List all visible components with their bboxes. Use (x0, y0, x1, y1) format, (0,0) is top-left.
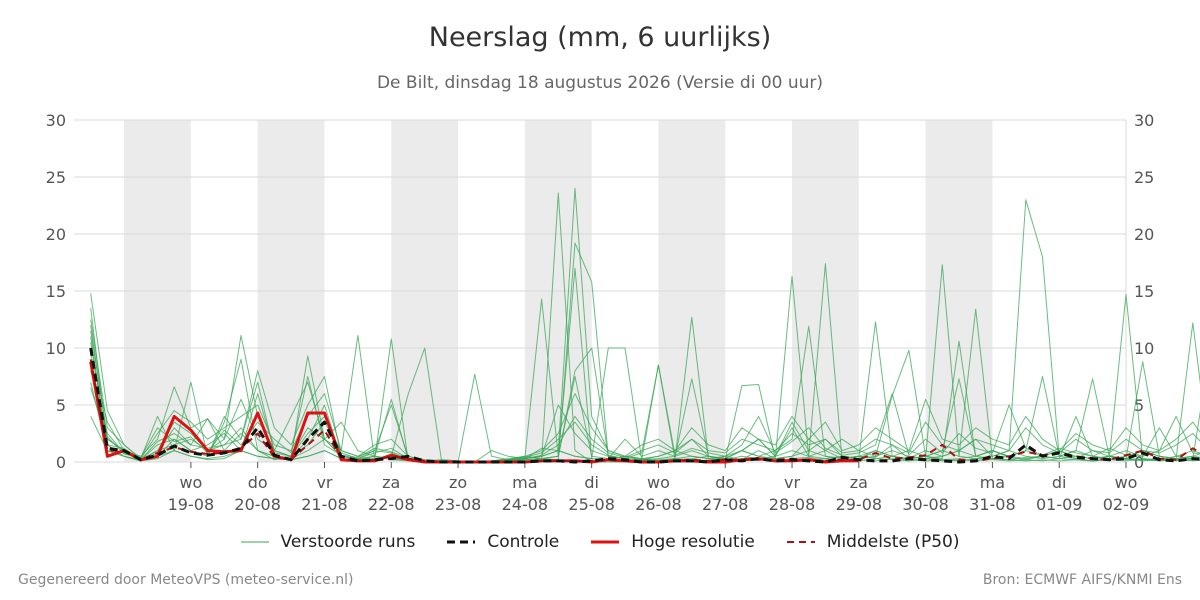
y-tick-label: 30 (1134, 111, 1154, 130)
x-tick-dow: wo (179, 473, 202, 492)
precipitation-chart: 0 5 10 15 20 25 30 0 5 10 15 20 25 30 wo 19-08 do 20-08… (46, 111, 1200, 514)
x-tick-dow: zo (449, 473, 467, 492)
x-axis: wo 19-08 do 20-08 vr 21-08 za 22-08 zo 23-08 ma 24-… (168, 462, 1150, 514)
series-line-ensemble (90, 342, 1200, 463)
legend: Verstoorde runs Controle Hoge resolutie … (0, 530, 1200, 554)
y-tick-label: 5 (56, 396, 66, 415)
x-tick-dow: do (715, 473, 735, 492)
x-tick-dow: do (248, 473, 268, 492)
x-tick-dow: za (850, 473, 868, 492)
y-tick-label: 10 (46, 339, 66, 358)
x-tick-date: 02-09 (1103, 495, 1150, 514)
legend-item-control: Controle (447, 532, 559, 552)
ensemble-lines (90, 187, 1200, 463)
legend-item-high-res: Hoge resolutie (591, 532, 755, 552)
legend-swatch-median (786, 541, 815, 543)
series-line-ensemble (90, 347, 1200, 463)
series-line-ensemble (90, 242, 1200, 463)
legend-label-median: Middelste (P50) (826, 532, 960, 552)
y-tick-label: 20 (1134, 225, 1154, 244)
legend-item-ensemble: Verstoorde runs (240, 532, 416, 552)
y-tick-label: 20 (46, 225, 66, 244)
y-tick-label: 25 (1134, 168, 1154, 187)
legend-label-ensemble: Verstoorde runs (280, 532, 416, 552)
y-tick-label: 0 (1134, 453, 1144, 472)
legend-label-control: Controle (487, 532, 560, 552)
y-tick-label: 10 (1134, 339, 1154, 358)
x-tick-dow: di (1052, 473, 1067, 492)
y-axis-left: 0 5 10 15 20 25 30 (46, 111, 66, 472)
x-tick-date: 26-08 (635, 495, 682, 514)
x-tick-date: 28-08 (769, 495, 816, 514)
legend-swatch-high-res (591, 540, 620, 544)
y-tick-label: 25 (46, 168, 66, 187)
x-tick-date: 27-08 (702, 495, 749, 514)
x-tick-dow: ma (980, 473, 1005, 492)
x-tick-date: 24-08 (502, 495, 549, 514)
legend-swatch-ensemble (240, 541, 269, 543)
x-tick-date: 22-08 (368, 495, 415, 514)
series-line-ensemble (90, 319, 1200, 463)
legend-swatch-control (447, 540, 476, 544)
x-tick-date: 20-08 (234, 495, 281, 514)
x-tick-dow: zo (917, 473, 935, 492)
x-tick-dow: wo (647, 473, 670, 492)
y-axis-right: 0 5 10 15 20 25 30 (1134, 111, 1154, 472)
y-tick-label: 15 (1134, 282, 1154, 301)
legend-item-median: Middelste (P50) (786, 532, 960, 552)
x-tick-date: 29-08 (836, 495, 883, 514)
x-tick-date: 25-08 (568, 495, 615, 514)
series-line-ensemble (90, 187, 1200, 463)
series-line-ensemble (90, 330, 1200, 463)
y-tick-label: 30 (46, 111, 66, 130)
footer-credit: Gegenereerd door MeteoVPS (meteo-service… (18, 572, 354, 588)
y-tick-label: 15 (46, 282, 66, 301)
x-tick-date: 01-09 (1036, 495, 1083, 514)
x-tick-dow: vr (784, 473, 800, 492)
y-tick-label: 0 (56, 453, 66, 472)
x-tick-dow: za (382, 473, 400, 492)
x-tick-dow: vr (316, 473, 332, 492)
x-tick-date: 30-08 (902, 495, 949, 514)
series-line-control (89, 347, 1200, 464)
highlight-lines (89, 347, 1200, 464)
x-tick-dow: wo (1115, 473, 1138, 492)
x-tick-date: 19-08 (168, 495, 215, 514)
x-tick-dow: ma (512, 473, 537, 492)
chart-subtitle: De Bilt, dinsdag 18 augustus 2026 (Versi… (376, 73, 824, 93)
y-tick-label: 5 (1134, 396, 1144, 415)
x-tick-date: 23-08 (435, 495, 482, 514)
x-tick-dow: di (584, 473, 599, 492)
series-line-ensemble (90, 192, 1200, 463)
x-tick-date: 21-08 (301, 495, 348, 514)
x-tick-date: 31-08 (969, 495, 1016, 514)
chart-title: Neerslag (mm, 6 uurlijks) (428, 22, 772, 53)
legend-label-high-res: Hoge resolutie (631, 532, 755, 552)
footer-source: Bron: ECMWF AIFS/KNMI Ens (982, 572, 1182, 588)
